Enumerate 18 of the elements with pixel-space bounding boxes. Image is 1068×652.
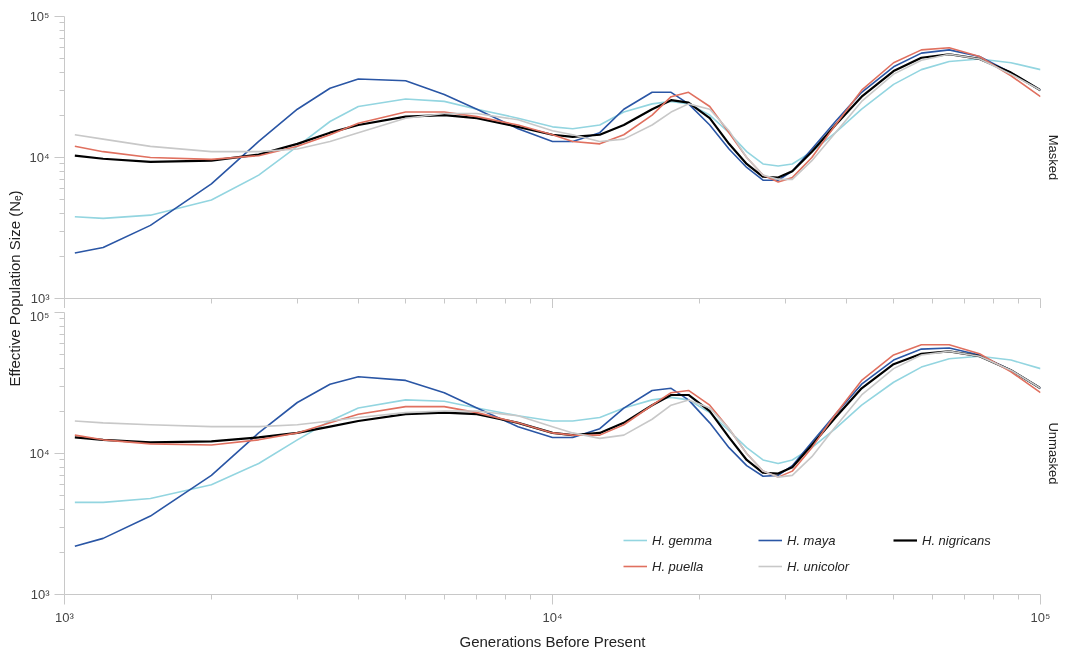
legend-label: H. nigricans (922, 532, 992, 548)
y-axis-title: Effective Population Size (Nₑ) (6, 190, 24, 387)
text: Unmasked (1045, 422, 1061, 485)
text: Masked (1045, 134, 1061, 181)
y-tick-label: 10³ (30, 587, 51, 602)
y-tick-label: 10⁴ (29, 150, 50, 165)
y-tick-label: 10³ (30, 291, 51, 306)
y-tick-label: 10⁵ (29, 9, 50, 24)
legend-label: H. maya (787, 532, 837, 548)
y-tick-label: 10⁴ (29, 446, 50, 461)
y-tick-label: 10⁵ (29, 308, 50, 324)
x-axis-title: Generations Before Present (459, 632, 647, 650)
x-tick-label: 10⁵ (1030, 609, 1051, 625)
legend-label: H. unicolor (787, 558, 851, 574)
legend-label: H. puella (652, 558, 705, 574)
x-tick-label: 10³ (55, 609, 75, 625)
legend-label: H. gemma (652, 532, 713, 548)
x-tick-label: 10⁴ (542, 609, 563, 625)
